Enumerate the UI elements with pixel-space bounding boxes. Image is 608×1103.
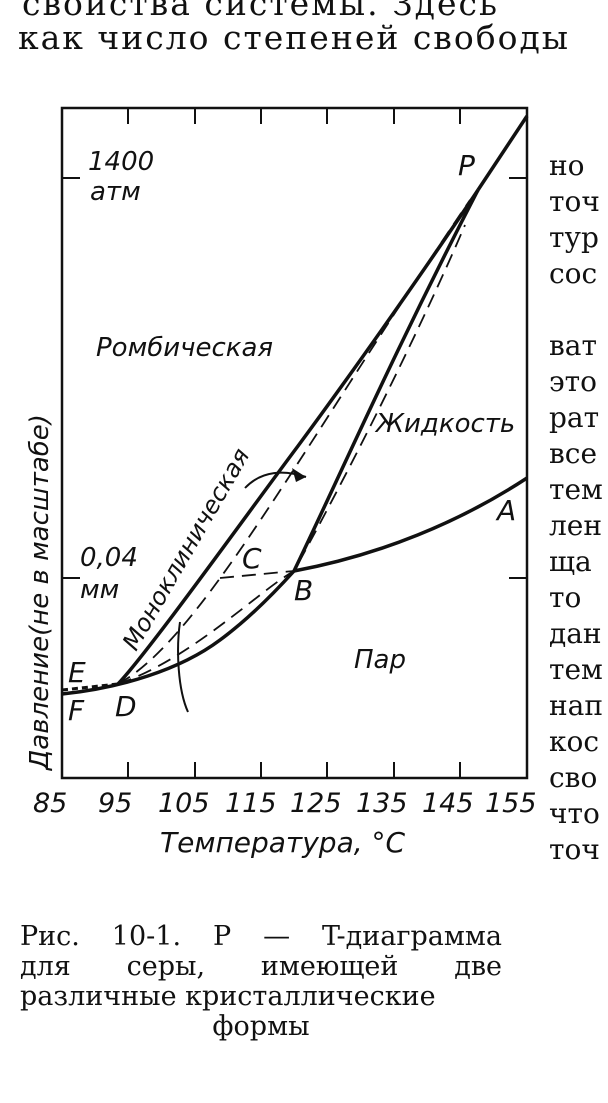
- side-fragment: то: [549, 581, 582, 614]
- curve-P-upward: [476, 115, 529, 191]
- side-fragment: но: [549, 149, 585, 182]
- curve-F-to-B-vapor: [61, 569, 296, 696]
- side-fragment: точ: [549, 833, 600, 866]
- side-fragment: что: [549, 797, 600, 830]
- caption-line: различные кристаллические: [20, 981, 436, 1012]
- figure-caption: Рис. 10-1. P — T-диаграмма для серы, име…: [20, 922, 502, 1042]
- x-tick-label: 115: [225, 788, 277, 819]
- caption-line: Рис. 10-1. P — T-диаграмма: [20, 921, 502, 952]
- side-fragment: тем: [549, 473, 603, 506]
- side-fragment: ща: [549, 545, 592, 578]
- caption-line: для серы, имеющей две: [20, 951, 502, 982]
- pressure-unit-atm: атм: [90, 177, 141, 207]
- curve-B-to-A-vapor: [293, 476, 528, 573]
- side-fragment: тур: [549, 221, 599, 254]
- side-fragment: тем: [549, 653, 603, 686]
- caption-line: формы: [212, 1011, 310, 1042]
- monoclinic-pointer: [177, 621, 189, 713]
- region-vapor-label: Пар: [354, 645, 406, 675]
- region-rhombic-label: Ромбическая: [96, 333, 273, 363]
- dashed-metastable-lower: [117, 224, 466, 685]
- region-liquid-label: Жидкость: [374, 409, 515, 439]
- point-D-label: D: [115, 690, 137, 723]
- x-tick-label: 125: [290, 788, 342, 819]
- dashed-C-to-B: [219, 570, 295, 579]
- point-E-label: E: [68, 656, 86, 689]
- curve-D-to-P-rhombic-boundary: [116, 189, 480, 686]
- side-fragment: точ: [549, 185, 600, 218]
- side-fragment: дан: [549, 617, 602, 650]
- plot-frame: [60, 106, 529, 780]
- top-ticks: [127, 108, 461, 124]
- point-B-label: B: [294, 574, 313, 607]
- side-fragment-spacer: [549, 292, 603, 328]
- point-F-label: F: [68, 694, 85, 727]
- side-fragment: кос: [549, 725, 600, 758]
- x-tick-label: 105: [158, 788, 210, 819]
- point-A-label: A: [495, 494, 516, 527]
- point-C-label: C: [242, 542, 262, 575]
- top-text-line: как число степеней свободы: [18, 18, 571, 57]
- side-fragment: нап: [549, 689, 604, 722]
- pressure-label-1400: 1400: [88, 147, 154, 177]
- pressure-unit-mm: мм: [80, 575, 119, 605]
- monoclinic-arrowhead: [292, 468, 306, 482]
- dashed-metastable-upper: [117, 199, 471, 685]
- side-fragment: сво: [549, 761, 598, 794]
- pressure-label-004: 0,04: [80, 543, 138, 573]
- x-tick-label: 145: [422, 788, 474, 819]
- x-axis-label: Температура, °С: [160, 826, 406, 859]
- side-fragment: ват: [549, 329, 597, 362]
- x-tick-label: 95: [98, 788, 132, 819]
- clipped-top-text-line: свойства системы. Здесь: [22, 0, 499, 23]
- bottom-ticks: [127, 762, 461, 778]
- pressure-ticks: [62, 177, 527, 579]
- y-axis-label: Давление(не в масштабе): [25, 414, 55, 771]
- side-fragment: это: [549, 365, 598, 398]
- x-tick-label: 85: [33, 788, 67, 819]
- x-tick-labels: 85 95 105 115 125 135 145 155: [33, 788, 537, 819]
- right-column-text-fragments: но точ тур сос ват это рат все тем лен щ…: [549, 148, 603, 868]
- side-fragment: все: [549, 437, 598, 470]
- side-fragment: рат: [549, 401, 600, 434]
- point-P-label: P: [458, 149, 475, 182]
- side-fragment: лен: [549, 509, 603, 542]
- side-fragment: сос: [549, 257, 598, 290]
- curve-B-to-P-liquid-boundary: [292, 189, 480, 572]
- x-tick-label: 155: [485, 788, 537, 819]
- x-tick-label: 135: [356, 788, 408, 819]
